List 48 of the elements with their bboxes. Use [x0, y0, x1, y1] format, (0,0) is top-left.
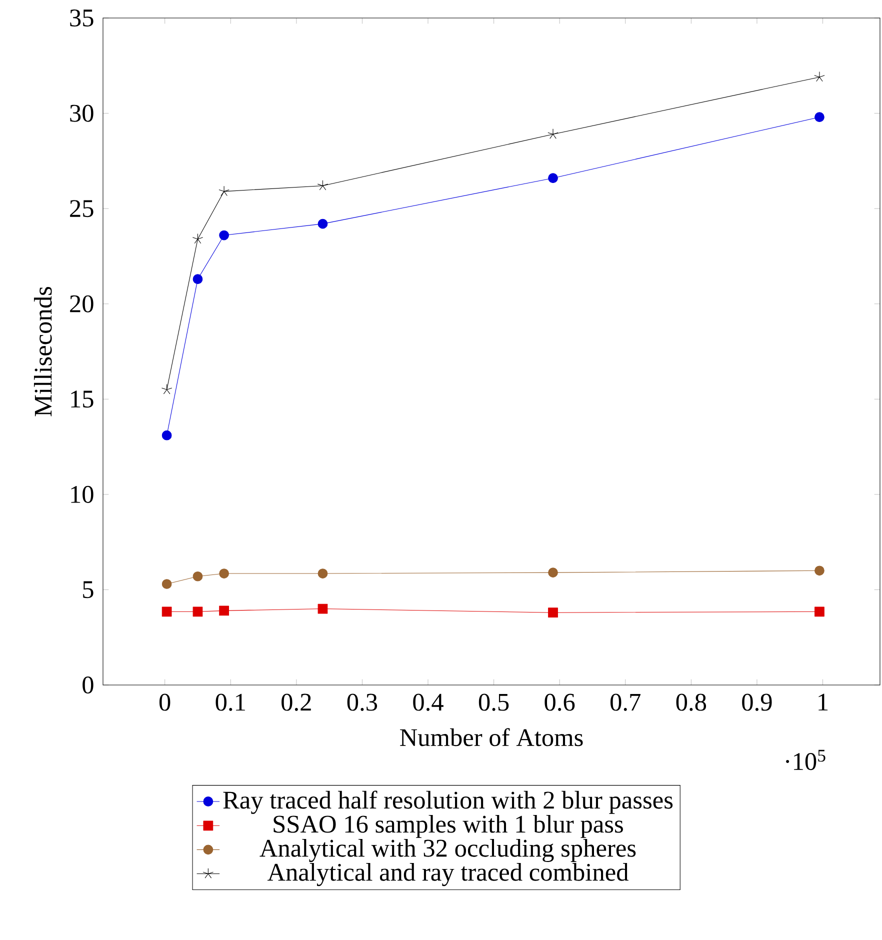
x-tick-label: 0.8 — [676, 694, 706, 711]
point — [548, 173, 558, 184]
y-axis-title: Milliseconds — [34, 286, 52, 416]
y-tick-label: 5 — [83, 581, 94, 598]
point — [548, 128, 558, 139]
legend-label: SSAO 16 samples with 1 blur pass — [274, 814, 623, 838]
point — [192, 274, 203, 284]
point — [162, 430, 172, 440]
point — [218, 186, 230, 196]
x-tick-label: 0.3 — [347, 694, 378, 711]
y-tick-label: 15 — [71, 390, 94, 408]
x-tick-label: 0 — [159, 694, 170, 711]
point — [219, 230, 229, 240]
y-tick-label: 0 — [82, 676, 94, 694]
y-tick-label: 35 — [70, 10, 94, 27]
y-tick-label: 20 — [70, 295, 94, 312]
point — [548, 608, 558, 618]
point — [814, 606, 824, 617]
point — [317, 180, 328, 190]
point — [219, 606, 229, 616]
point — [192, 606, 203, 617]
point — [318, 218, 328, 229]
x-axis-title: Number of Atoms — [400, 728, 583, 746]
point — [192, 233, 204, 244]
point — [318, 568, 328, 578]
point — [219, 568, 229, 578]
legend-label: Ray traced half resolution with 2 blur passes — [223, 790, 673, 814]
point — [162, 606, 172, 617]
x-tick-label: 0.2 — [282, 694, 311, 711]
point — [318, 604, 328, 614]
x-tick-label: 0.5 — [478, 694, 509, 711]
x-tick-label: 0.1 — [216, 694, 245, 711]
point — [548, 568, 558, 578]
point — [162, 579, 172, 589]
y-tick-label: 25 — [70, 200, 94, 218]
point — [192, 571, 203, 582]
legend-label: Analytical and ray traced combined — [267, 863, 628, 886]
x-tick-label: 1 — [818, 694, 828, 710]
point — [814, 112, 824, 122]
x-tick-label: 0.6 — [544, 694, 575, 711]
text: ·10$^{5}$ — [786, 750, 826, 770]
legend-label: Analytical with 32 occluding spheres — [260, 839, 636, 862]
y-tick-label: 30 — [70, 104, 94, 122]
y-tick-label: 10 — [71, 486, 94, 503]
point — [814, 566, 824, 576]
x-tick-label: 0.7 — [610, 694, 640, 711]
x-tick-label: 0.4 — [413, 694, 444, 711]
x-tick-label: 0.9 — [742, 694, 772, 711]
